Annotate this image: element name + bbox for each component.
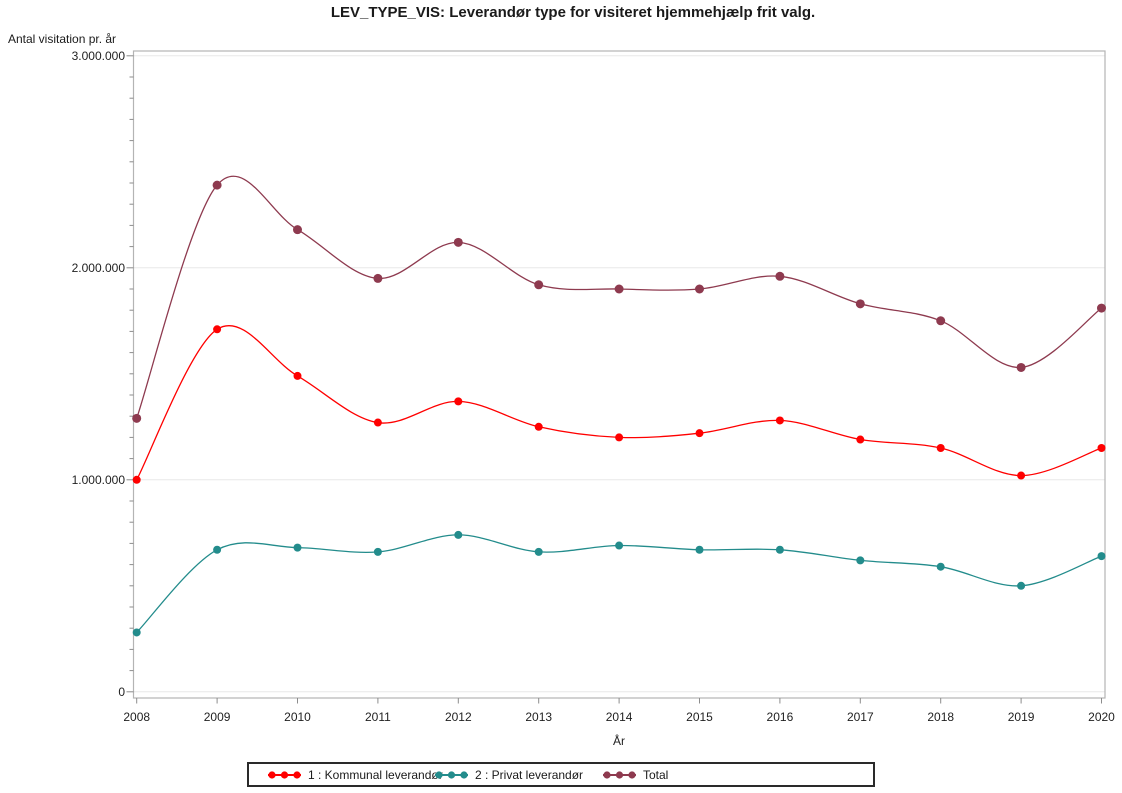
- chart-title: LEV_TYPE_VIS: Leverandør type for visite…: [330, 4, 816, 21]
- x-tick-label: 2010: [284, 710, 311, 724]
- series-marker-2: [293, 225, 302, 235]
- plot-area: 0 1.000.000 2.000.000 3.000.000 2008 2009 2010…: [72, 49, 1116, 748]
- series-marker-1: [936, 562, 945, 571]
- x-tick-label: 2016: [767, 710, 794, 724]
- legend-line-marker-swatch: [435, 770, 468, 779]
- series-marker-2: [936, 316, 946, 326]
- legend-label: Total: [643, 767, 669, 782]
- series-marker-1: [454, 530, 463, 539]
- series-marker-1: [293, 543, 302, 552]
- series-marker-0: [615, 433, 624, 442]
- x-tick-label: 2014: [606, 710, 633, 724]
- series-marker-0: [1017, 471, 1026, 480]
- series-marker-2: [132, 413, 142, 423]
- plot-frame: [132, 50, 1106, 699]
- series-marker-0: [856, 435, 865, 444]
- series-marker-2: [614, 284, 624, 294]
- x-tick-label: 2009: [204, 710, 231, 724]
- legend-entry: 1 : Kommunal leverandør: [268, 764, 443, 785]
- x-tick-label: 2018: [927, 710, 954, 724]
- y-axis-title: Antal visitation pr. år: [8, 32, 117, 46]
- series-marker-0: [534, 422, 543, 431]
- series-marker-0: [213, 325, 222, 334]
- y-tick-label: 1.000.000: [72, 473, 126, 487]
- series-marker-1: [695, 545, 704, 554]
- series-marker-1: [775, 545, 784, 554]
- series-line-0: [136, 325, 1102, 481]
- series-marker-0: [293, 371, 302, 380]
- x-tick-label: 2015: [686, 710, 713, 724]
- series-marker-0: [936, 444, 945, 452]
- series-marker-2: [695, 284, 704, 294]
- legend-line-marker-swatch: [603, 770, 636, 779]
- legend-label: 1 : Kommunal leverandør: [308, 767, 443, 782]
- series-marker-0: [775, 416, 784, 425]
- series-marker-2: [855, 299, 865, 309]
- series-marker-2: [453, 237, 463, 247]
- legend-entry: Total: [603, 764, 668, 785]
- x-tick-label: 2013: [525, 710, 552, 724]
- series-marker-2: [1016, 362, 1026, 372]
- series-marker-0: [695, 429, 704, 438]
- series-marker-0: [454, 397, 463, 406]
- series-marker-2: [775, 271, 785, 281]
- legend-label: 2 : Privat leverandør: [475, 767, 584, 782]
- x-tick-label: 2011: [365, 710, 391, 724]
- x-tick-label: 2020: [1088, 710, 1115, 724]
- x-axis-title: År: [613, 733, 625, 748]
- y-tick-label: 3.000.000: [72, 49, 126, 63]
- series-marker-0: [373, 418, 382, 427]
- series-marker-1: [1097, 552, 1106, 561]
- x-tick-label: 2017: [847, 710, 874, 724]
- series-marker-1: [373, 547, 382, 556]
- series-marker-2: [1097, 303, 1106, 313]
- series-marker-1: [132, 628, 141, 637]
- x-tick-label: 2008: [123, 710, 150, 724]
- legend: 1 : Kommunal leverandør 2 : Privat levera…: [247, 762, 875, 787]
- legend-line-marker-swatch: [268, 770, 301, 779]
- y-tick-label: 2.000.000: [72, 261, 126, 275]
- series-marker-1: [1017, 581, 1026, 590]
- x-tick-label: 2019: [1008, 710, 1035, 724]
- series-line-2: [136, 175, 1102, 419]
- series-marker-1: [856, 556, 865, 565]
- series-marker-2: [373, 273, 383, 283]
- series-marker-2: [534, 280, 544, 290]
- series-line-1: [136, 534, 1102, 633]
- series-marker-1: [615, 541, 624, 550]
- y-tick-label: 0: [118, 685, 125, 699]
- x-tick-label: 2012: [445, 710, 472, 724]
- series-marker-1: [213, 545, 222, 554]
- series-marker-0: [132, 475, 141, 484]
- series-marker-0: [1097, 444, 1106, 452]
- series-marker-2: [212, 180, 222, 190]
- series-marker-1: [534, 547, 543, 556]
- legend-entry: 2 : Privat leverandør: [435, 764, 583, 785]
